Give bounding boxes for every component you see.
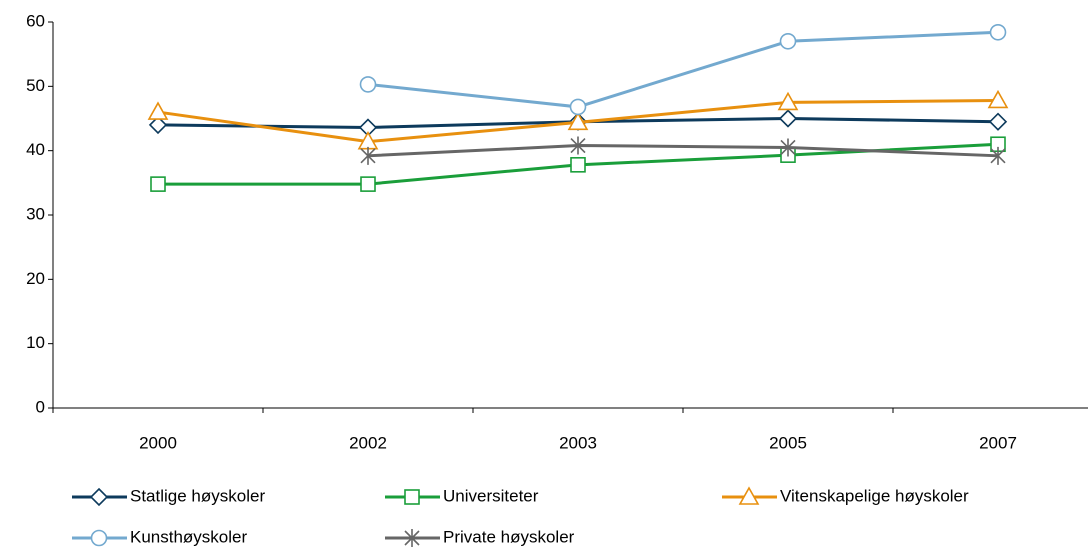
marker [989,23,1007,41]
y-tick-label: 50 [26,76,45,95]
y-tick-label: 30 [26,204,45,223]
legend-label: Kunsthøyskoler [130,527,247,546]
marker [567,111,589,131]
marker [359,76,377,93]
marker [569,98,587,116]
y-tick-label: 20 [26,269,45,288]
legend-label: Statlige høyskoler [130,486,265,505]
marker [90,529,108,547]
marker [987,89,1009,109]
marker [570,136,586,155]
series-line [367,30,999,109]
marker [150,176,166,192]
marker [147,101,169,120]
y-tick-label: 0 [36,397,45,416]
series-line [367,144,999,158]
x-tick-label: 2003 [559,433,597,452]
marker [360,146,376,165]
marker [148,115,168,135]
marker [738,486,760,505]
x-tick-label: 2005 [769,433,807,452]
marker [404,529,420,547]
marker [360,176,376,192]
legend-label: Vitenskapelige høyskoler [780,486,969,505]
y-tick-label: 60 [26,11,45,30]
legend-label: Private høyskoler [443,527,575,546]
marker [780,138,796,157]
marker [404,489,420,505]
legend-label: Universiteter [443,486,539,505]
marker [778,109,798,128]
x-tick-label: 2002 [349,433,387,452]
marker [988,112,1008,131]
marker [570,157,586,173]
marker [89,487,109,507]
marker [990,146,1006,165]
y-tick-label: 40 [26,140,45,159]
x-tick-label: 2007 [979,433,1017,452]
marker [777,91,799,111]
x-tick-label: 2000 [139,433,177,452]
marker [779,32,797,50]
y-tick-label: 10 [26,333,45,352]
